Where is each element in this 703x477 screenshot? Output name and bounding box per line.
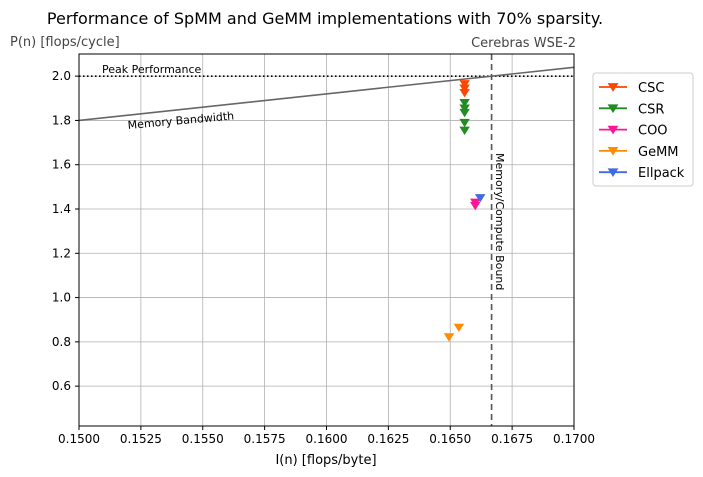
data-point-gemm: [453, 323, 465, 333]
data-markers: [443, 80, 486, 342]
x-tick-label: 0.1575: [244, 432, 286, 446]
y-tick-label: 2.0: [52, 69, 71, 83]
legend-label-csc: CSC: [638, 81, 664, 96]
data-point-csr: [459, 118, 470, 128]
data-point-gemm: [443, 333, 455, 342]
memory-compute-bound-label: Memory/Compute Bound: [493, 153, 506, 290]
plot-frame: [78, 53, 575, 427]
data-point-csr: [459, 98, 470, 108]
y-tick-label: 1.4: [52, 202, 71, 216]
legend: CSC CSR COO GeMM Ellpack: [592, 72, 694, 187]
x-tick-label: 0.1600: [306, 432, 348, 446]
legend-marker-ellpack: [607, 168, 619, 177]
corner-label: Cerebras WSE-2: [471, 36, 576, 51]
x-tick-label: 0.1625: [367, 432, 409, 446]
chart-title: Performance of SpMM and GeMM implementat…: [47, 9, 603, 28]
data-point-ellpack: [474, 194, 486, 203]
reference-lines: [78, 54, 575, 426]
legend-marker-coo: [607, 125, 619, 135]
legend-marker-gemm: [607, 147, 619, 156]
data-point-csc: [459, 88, 470, 98]
legend-label-ellpack: Ellpack: [638, 166, 685, 181]
x-axis-label: I(n) [flops/byte]: [275, 453, 376, 468]
y-tick-label: 1.8: [52, 113, 71, 127]
data-point-csc: [459, 80, 470, 89]
y-tick-label: 1.0: [52, 291, 71, 305]
x-tick-label: 0.1500: [58, 432, 100, 446]
legend-label-gemm: GeMM: [638, 145, 679, 160]
legend-marker-csr: [607, 104, 619, 114]
data-point-csc: [459, 84, 470, 93]
legend-marker-csc: [607, 83, 619, 92]
y-tick-label: 0.6: [52, 379, 71, 393]
peak-performance-label: Peak Performance: [102, 63, 202, 76]
data-point-csr: [459, 104, 470, 113]
x-tick-label: 0.1675: [491, 432, 533, 446]
y-tick-label: 0.8: [52, 335, 71, 349]
x-tick-label: 0.1700: [553, 432, 595, 446]
y-tick-label: 1.2: [52, 246, 71, 260]
y-axis-label: P(n) [flops/cycle]: [10, 35, 120, 50]
legend-label-csr: CSR: [638, 102, 664, 117]
legend-frame: [592, 72, 694, 187]
x-tick-label: 0.1550: [182, 432, 224, 446]
x-tick-label: 0.1650: [429, 432, 471, 446]
x-tick-label: 0.1525: [120, 432, 162, 446]
data-point-csr: [459, 108, 470, 118]
data-point-coo: [470, 201, 481, 211]
y-tick-label: 1.6: [52, 158, 71, 172]
data-point-csr: [459, 126, 470, 135]
axis-ticks: 0.1500 0.1525 0.1550 0.1575 0.1600 0.1625 0.16…: [52, 69, 595, 446]
legend-label-coo: COO: [638, 124, 668, 139]
